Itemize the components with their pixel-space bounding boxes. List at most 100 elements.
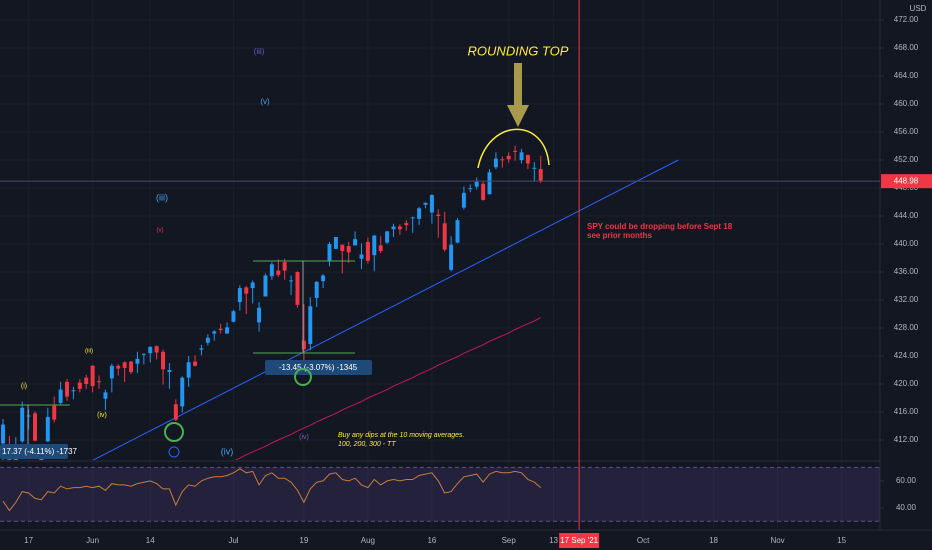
- candle-body: [308, 306, 313, 345]
- y-tick-label: 416.00: [894, 407, 919, 416]
- candle-body: [58, 389, 63, 403]
- candle-body: [199, 348, 204, 350]
- main-pane: [1, 145, 679, 460]
- candle-body: [161, 351, 166, 370]
- candle-body: [423, 202, 428, 205]
- x-tick-label: Jul: [228, 536, 238, 545]
- last-price-label: 448.98: [894, 176, 919, 185]
- y-tick-label: 452.00: [894, 155, 919, 164]
- candle-body: [173, 404, 178, 420]
- note: see prior months: [587, 231, 652, 240]
- rounding-top: ROUNDING TOP: [468, 43, 569, 169]
- candle-body: [109, 365, 114, 379]
- wave-label: (iii): [156, 192, 168, 202]
- candle-body: [442, 223, 447, 250]
- candle-body: [538, 169, 543, 182]
- wave-label: (iv): [97, 412, 107, 419]
- wave-label: (iii): [85, 349, 93, 355]
- note: Buy any dips at the 10 moving averages.: [338, 432, 465, 439]
- x-tick-label: Oct: [637, 536, 650, 545]
- candle-body: [269, 264, 274, 277]
- candle-body: [417, 208, 422, 219]
- candle-body: [65, 381, 70, 397]
- crosshair-box: [559, 533, 600, 548]
- candle-body: [346, 246, 351, 253]
- candle-body: [301, 340, 306, 350]
- highlight-circle: [294, 368, 312, 386]
- candle-body: [231, 311, 236, 322]
- candle-body: [519, 152, 524, 161]
- x-tick-label: Sep: [502, 536, 517, 545]
- y-tick-label: 464.00: [894, 71, 919, 80]
- candle-body: [84, 377, 89, 384]
- candle-body: [212, 331, 217, 334]
- y-tick-label: 432.00: [894, 295, 919, 304]
- candle-body: [154, 346, 159, 353]
- candle-body: [129, 361, 134, 373]
- candle-body: [116, 365, 121, 369]
- candle-body: [487, 172, 492, 195]
- candle-body: [45, 416, 50, 442]
- last-price-box: [881, 174, 932, 189]
- candle-body: [327, 243, 332, 262]
- candle-body: [391, 226, 396, 230]
- candle-body: [263, 275, 268, 297]
- x-tick-label: Aug: [361, 536, 375, 545]
- candle-body: [20, 407, 25, 442]
- y-tick-label: 428.00: [894, 323, 919, 332]
- x-tick-label: Jun: [86, 536, 99, 545]
- wave-label: (v): [260, 97, 270, 106]
- candle-body: [250, 282, 255, 289]
- measurements: -13.45 (-3.07%) -1345 17.37 (-4.11%) -17…: [0, 260, 372, 459]
- candle-body: [71, 390, 76, 392]
- candle-body: [1, 424, 5, 444]
- candle-body: [513, 150, 518, 152]
- arrow-head: [507, 105, 529, 127]
- crosshair-label: 17 Sep '21: [560, 536, 599, 545]
- y-tick-label: 440.00: [894, 239, 919, 248]
- candle-body: [225, 327, 230, 334]
- candle-body: [461, 192, 466, 208]
- measure-label: -13.45 (-3.07%) -1345: [279, 363, 358, 372]
- x-tick-label: 15: [837, 536, 846, 545]
- axes-layer: 412.00 416.00 420.00 424.00 428.00 432.00 436.…: [24, 15, 932, 548]
- candle-body: [506, 155, 511, 160]
- trendline: [92, 159, 679, 460]
- y-tick-label: 472.00: [894, 15, 919, 24]
- candle-body: [404, 223, 409, 226]
- candle-body: [449, 244, 454, 270]
- candle-body: [295, 271, 300, 305]
- candle-body: [103, 392, 108, 399]
- candle-body: [167, 369, 172, 373]
- candle-body: [481, 183, 486, 200]
- candle-body: [493, 158, 498, 168]
- y-tick-label: 412.00: [894, 435, 919, 444]
- candle-body: [410, 217, 415, 219]
- candle-body: [353, 239, 358, 246]
- rsi-line: [2, 468, 542, 512]
- x-tick-label: 16: [427, 536, 436, 545]
- x-tick-label: 17: [24, 536, 33, 545]
- candle-body: [90, 365, 95, 387]
- wave-label: (v): [157, 228, 164, 234]
- candle-body: [429, 195, 434, 213]
- candle-body: [33, 413, 38, 441]
- candle-body: [193, 361, 198, 366]
- candle-body: [276, 270, 281, 275]
- candle-body: [257, 307, 262, 323]
- rsi-band: [0, 467, 880, 522]
- y-tick-label: 436.00: [894, 267, 919, 276]
- candle-body: [436, 214, 441, 217]
- wave-label: (i): [21, 383, 27, 390]
- wave-label: (iv): [221, 446, 234, 456]
- candle-body: [397, 226, 402, 230]
- candle-body: [474, 181, 479, 187]
- wave-circle: [168, 446, 180, 458]
- measure-label: 17.37 (-4.11%) -1737: [2, 447, 78, 456]
- candle-body: [218, 328, 223, 331]
- candle-body: [244, 287, 249, 294]
- candle-body: [97, 381, 102, 383]
- highlight-circle: [164, 422, 184, 442]
